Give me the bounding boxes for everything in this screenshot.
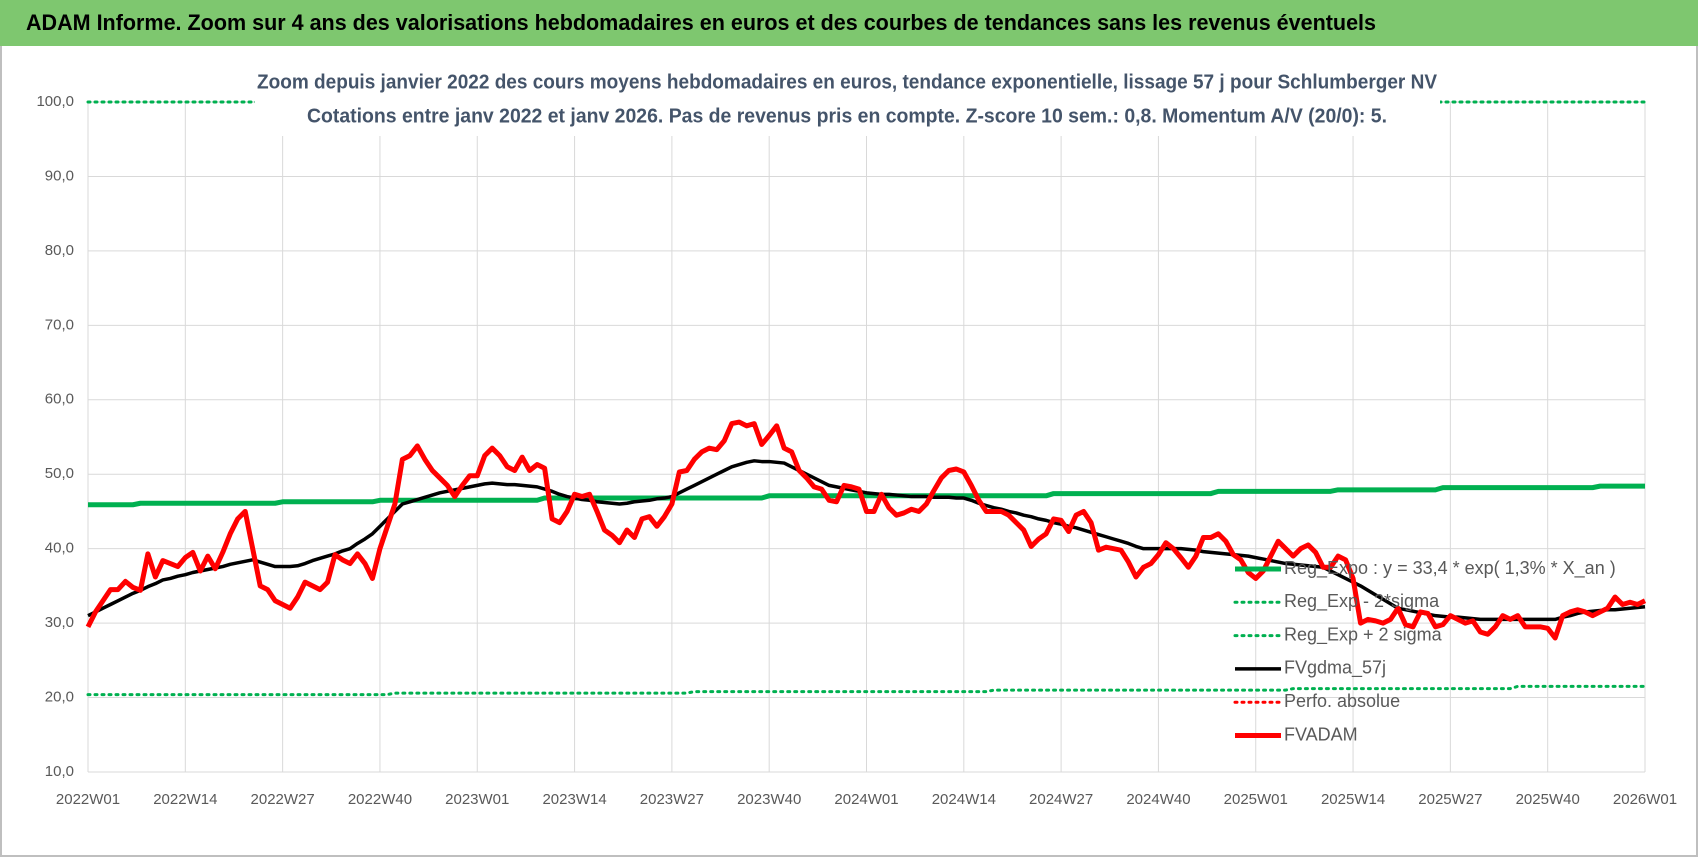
- legend-label: FVADAM: [1284, 724, 1358, 744]
- x-tick-label: 2022W40: [348, 791, 412, 808]
- series-line: [85, 419, 1647, 641]
- header-bar: [0, 0, 1698, 46]
- x-tick-label: 2023W40: [737, 791, 801, 808]
- x-tick-label: 2022W01: [56, 791, 120, 808]
- y-tick-label: 70,0: [45, 316, 74, 333]
- series-line: [86, 684, 1647, 697]
- legend: Reg_Expo : y = 33,4 * exp( 1,3% * X_an )…: [1233, 558, 1616, 744]
- x-tick-label: 2025W40: [1516, 791, 1580, 808]
- x-tick-label: 2022W14: [153, 791, 217, 808]
- x-tick-label: 2024W14: [932, 791, 996, 808]
- x-tick-label: 2025W01: [1224, 791, 1288, 808]
- y-tick-label: 90,0: [45, 167, 74, 184]
- x-tick-label: 2023W14: [542, 791, 606, 808]
- legend-label: FVgdma_57j: [1284, 658, 1386, 679]
- series-line: [88, 483, 1645, 508]
- x-tick-label: 2023W01: [445, 791, 509, 808]
- x-tick-label: 2025W27: [1418, 791, 1482, 808]
- x-tick-label: 2023W27: [640, 791, 704, 808]
- x-tick-label: 2025W14: [1321, 791, 1385, 808]
- x-tick-label: 2024W01: [834, 791, 898, 808]
- y-tick-label: 30,0: [45, 614, 74, 631]
- chart-subtitle: Cotations entre janv 2022 et janv 2026. …: [307, 105, 1387, 127]
- series-line: [87, 459, 1646, 622]
- x-tick-label: 2026W01: [1613, 791, 1677, 808]
- x-tick-label: 2022W27: [251, 791, 315, 808]
- y-tick-label: 80,0: [45, 242, 74, 259]
- y-tick-label: 40,0: [45, 540, 74, 557]
- title-background: [255, 64, 1440, 136]
- y-tick-label: 10,0: [45, 763, 74, 780]
- legend-label: Reg_Exp - 2*sigma: [1284, 591, 1440, 612]
- chart-title: Zoom depuis janvier 2022 des cours moyen…: [257, 71, 1438, 93]
- x-tick-label: 2024W40: [1126, 791, 1190, 808]
- x-tick-label: 2024W27: [1029, 791, 1093, 808]
- y-tick-label: 100,0: [36, 93, 74, 110]
- y-tick-label: 50,0: [45, 465, 74, 482]
- legend-label: Perfo. absolue: [1284, 691, 1400, 711]
- plot-area: 10,0 20,0 30,0 40,0 50,0 60,0 70,0 80,0 90,0 100,…: [36, 93, 1677, 808]
- y-tick-label: 60,0: [45, 391, 74, 408]
- y-tick-label: 20,0: [45, 689, 74, 706]
- header-title: ADAM Informe. Zoom sur 4 ans des valoris…: [26, 10, 1376, 35]
- legend-label: Reg_Expo : y = 33,4 * exp( 1,3% * X_an ): [1284, 558, 1616, 579]
- legend-label: Reg_Exp + 2 sigma: [1284, 624, 1443, 645]
